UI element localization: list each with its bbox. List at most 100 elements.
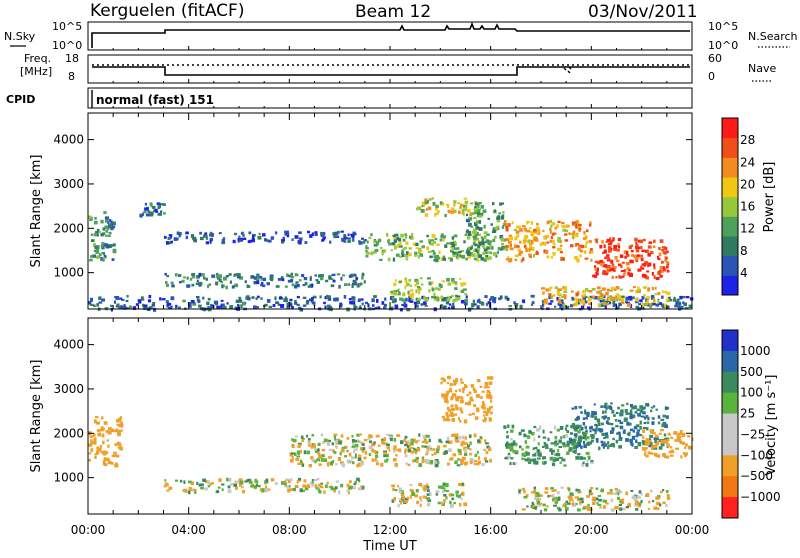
velocity-cell-6-212 xyxy=(613,414,616,417)
power-cell-4-346 xyxy=(210,304,213,308)
velocity-cell-4-87 xyxy=(480,395,483,399)
velocity-cell-4-17 xyxy=(448,414,452,417)
power-cell-3-48 xyxy=(331,273,336,277)
power-cell-3-129 xyxy=(237,273,241,277)
nave-tick-bottom: 0 xyxy=(708,70,715,83)
power-cell-9-74 xyxy=(565,224,569,227)
velocity-cell-2-265 xyxy=(359,447,363,450)
velocity-cell-3-68 xyxy=(397,503,400,508)
velocity-cell-6-11 xyxy=(581,426,584,431)
power-cell-0-63 xyxy=(88,215,92,219)
velocity-cell-6-90 xyxy=(578,444,582,448)
power-cell-3-67 xyxy=(256,273,260,277)
velocity-cell-2-335 xyxy=(392,458,397,462)
velocity-cell-2-42 xyxy=(363,439,368,442)
velocity-cell-3-55 xyxy=(463,502,468,507)
power-cell-4-259 xyxy=(626,301,630,305)
power-cell-4-390 xyxy=(391,299,396,304)
power-cell-4-172 xyxy=(485,302,488,307)
nsearch-label: N.Search xyxy=(748,30,798,43)
power-cell-9-147 xyxy=(557,247,561,252)
power-cell-9-76 xyxy=(546,255,550,259)
power-cell-9-126 xyxy=(526,229,531,233)
velocity-cell-5-19 xyxy=(527,459,530,463)
power-cell-8-68 xyxy=(470,212,474,215)
power-cell-3-123 xyxy=(186,276,189,280)
power-ytick-label-3: 4000 xyxy=(53,133,84,147)
velocity-cell-0-77 xyxy=(90,441,94,445)
velocity-cell-0-61 xyxy=(117,419,122,423)
power-cell-10-117 xyxy=(640,267,645,270)
power-cell-10-134 xyxy=(606,256,609,261)
velocity-cell-6-166 xyxy=(575,445,579,449)
power-cell-2-79 xyxy=(178,233,181,238)
velocity-cell-1-68 xyxy=(238,478,243,482)
power-cell-8-91 xyxy=(500,202,504,205)
power-cell-10-101 xyxy=(641,249,645,252)
power-cell-2-103 xyxy=(268,239,272,243)
velocity-cell-0-62 xyxy=(93,441,97,445)
power-cell-4-117 xyxy=(455,294,458,298)
velocity-cell-2-87 xyxy=(392,447,395,451)
velocity-cell-1-145 xyxy=(255,483,258,487)
velocity-cell-2-22 xyxy=(425,441,429,444)
velocity-cell-8-156 xyxy=(562,504,566,508)
power-cell-2-105 xyxy=(237,240,240,243)
velocity-cell-6-47 xyxy=(594,416,598,420)
power-cell-9-166 xyxy=(546,220,550,225)
velocity-cell-0-11 xyxy=(93,433,96,437)
power-cell-10-125 xyxy=(659,239,664,243)
velocity-cell-2-202 xyxy=(341,463,345,468)
power-cell-4-113 xyxy=(639,299,643,303)
time-tick-labels: 00:00 04:00 08:00 12:00 16:00 20:00 00:00 xyxy=(71,523,710,537)
velocity-cell-3-41 xyxy=(450,493,455,497)
velocity-cell-3-53 xyxy=(441,489,445,493)
power-cell-0-41 xyxy=(95,256,100,259)
velocity-cell-4-86 xyxy=(474,416,479,420)
power-cell-1-8 xyxy=(143,211,147,214)
velocity-cell-6-234 xyxy=(648,444,651,448)
power-cell-10-106 xyxy=(613,265,617,270)
velocity-cell-2-219 xyxy=(390,437,393,442)
power-cell-8-20 xyxy=(496,219,501,223)
velocity-cell-8-91 xyxy=(533,486,537,490)
power-cell-5-129 xyxy=(396,236,400,241)
velocity-cell-2-121 xyxy=(351,435,354,438)
velocity-cell-8-13 xyxy=(605,500,607,504)
velocity-cell-5-129 xyxy=(521,448,524,451)
velocity-cell-4-31 xyxy=(445,397,449,402)
power-cell-4-291 xyxy=(89,303,94,306)
power-cell-9-64 xyxy=(526,222,529,225)
power-cell-5-55 xyxy=(452,240,456,245)
power-cell-0-37 xyxy=(101,246,105,250)
velocity-cell-6-205 xyxy=(660,418,665,421)
power-cell-11-104 xyxy=(665,298,670,302)
power-cell-3-103 xyxy=(352,283,356,286)
power-cell-10-136 xyxy=(594,267,597,271)
velocity-cell-1-1 xyxy=(191,488,194,492)
velocity-cell-2-176 xyxy=(290,452,295,455)
power-cell-11-86 xyxy=(596,290,600,294)
velocity-cell-2-193 xyxy=(434,463,439,468)
power-cell-7-29 xyxy=(431,295,435,299)
velocity-cell-8-14 xyxy=(628,502,631,506)
velocity-cell-5-175 xyxy=(577,430,581,433)
velocity-cell-8-72 xyxy=(640,493,643,496)
velocity-cell-2-304 xyxy=(364,450,368,455)
velocity-cell-2-131 xyxy=(403,438,407,442)
velocity-cell-2-144 xyxy=(404,450,407,454)
power-cell-4-136 xyxy=(311,301,316,305)
power-cell-7-51 xyxy=(418,287,422,291)
power-cell-4-362 xyxy=(242,301,246,306)
velocity-cell-1-82 xyxy=(209,482,212,486)
velocity-cell-2-95 xyxy=(362,447,366,451)
power-cell-3-1 xyxy=(260,277,264,281)
power-cell-7-26 xyxy=(436,297,440,302)
power-cell-10-144 xyxy=(611,268,615,271)
power-cell-10-73 xyxy=(609,240,613,244)
velocity-cell-7-71 xyxy=(651,445,655,449)
velocity-cell-0-49 xyxy=(115,462,118,465)
velocity-cell-8-171 xyxy=(634,496,637,499)
power-cell-11-84 xyxy=(554,286,559,290)
